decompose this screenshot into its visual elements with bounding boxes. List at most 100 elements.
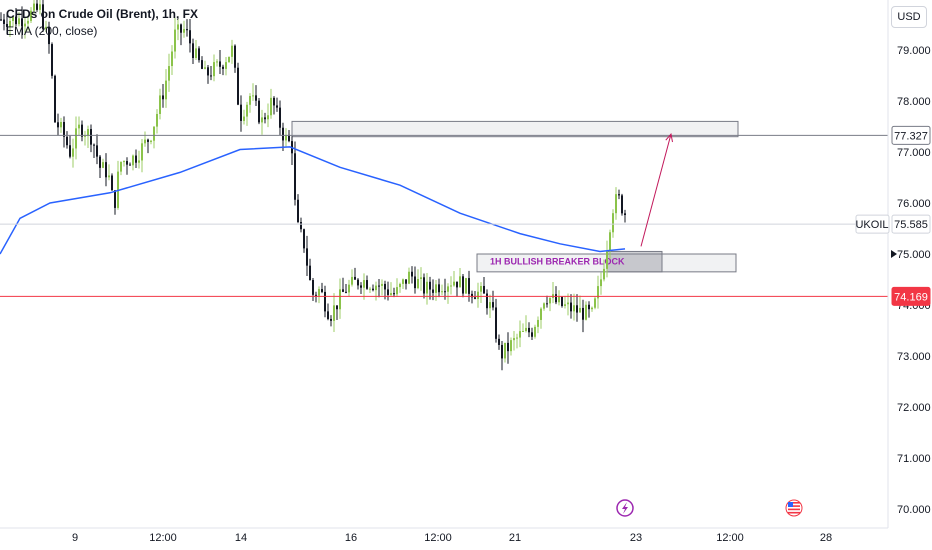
flag-stripe	[788, 505, 800, 507]
candle-body	[36, 3, 38, 10]
candle-body	[93, 144, 95, 146]
candle-body	[543, 303, 545, 309]
y-tick-label: 70.000	[897, 504, 931, 516]
candle-body	[600, 279, 602, 287]
candle-body	[204, 67, 206, 69]
candle-body	[273, 97, 275, 106]
candle-body	[123, 161, 125, 163]
candle-body	[297, 199, 299, 223]
candle-body	[378, 285, 380, 287]
symbol-tag-text[interactable]: UKOIL	[855, 219, 888, 231]
candle-body	[102, 162, 104, 168]
flag-canton	[788, 502, 793, 507]
candle-body	[48, 26, 50, 45]
candle-body	[63, 122, 65, 137]
candle-body	[426, 281, 428, 294]
candle-body	[396, 287, 398, 295]
candle-body	[285, 134, 287, 141]
candle-body	[318, 289, 320, 296]
candle-body	[558, 297, 560, 303]
symbol-title[interactable]: CFDs on Crude Oil (Brent), 1h, FX	[6, 7, 199, 21]
red-level-tag-text[interactable]: 74.169	[894, 291, 928, 303]
candle-body	[522, 330, 524, 332]
x-tick-label: 12:00	[149, 532, 177, 544]
x-tick-label: 14	[235, 532, 247, 544]
candle-body	[594, 298, 596, 308]
upper-level-tag-text[interactable]: 77.327	[894, 130, 928, 142]
candle-body	[579, 307, 581, 313]
candle-body	[111, 175, 113, 191]
candle-body	[216, 61, 218, 63]
candle-body	[312, 280, 314, 295]
candle-body	[258, 100, 260, 123]
candle-body	[171, 51, 173, 67]
candle-body	[417, 278, 419, 289]
indicator-label[interactable]: EMA (200, close)	[6, 24, 98, 38]
candle-body	[381, 283, 383, 286]
candle-body	[108, 175, 110, 178]
candle-body	[402, 279, 404, 284]
candle-body	[267, 115, 269, 120]
x-tick-label: 23	[630, 532, 642, 544]
candle-body	[459, 276, 461, 288]
candle-body	[585, 304, 587, 320]
candle-body	[489, 302, 491, 309]
levels-layer	[0, 134, 888, 297]
candle-body	[96, 145, 98, 157]
candle-body	[531, 332, 533, 337]
candle-body	[570, 302, 572, 312]
candle-body	[18, 18, 20, 25]
candle-body	[177, 24, 179, 30]
candle-body	[228, 56, 230, 63]
candle-body	[351, 276, 353, 285]
red-level-tag-bg	[891, 286, 931, 306]
candle-body	[441, 291, 443, 293]
candle-body	[411, 271, 413, 277]
candle-body	[477, 291, 479, 299]
chart-legend: CFDs on Crude Oil (Brent), 1h, FX EMA (2…	[6, 6, 198, 40]
candle-body	[624, 213, 626, 216]
candle-body	[21, 18, 23, 27]
candle-body	[42, 4, 44, 29]
candle-body	[138, 160, 140, 163]
candle-body	[249, 96, 251, 105]
currency-button[interactable]: USD	[891, 6, 927, 28]
current-price-tag-text[interactable]: 75.585	[894, 219, 928, 231]
candle-body	[567, 302, 569, 305]
x-tick-label: 12:00	[716, 532, 744, 544]
candle-body	[183, 29, 185, 33]
candle-body	[345, 291, 347, 293]
candle-body	[81, 124, 83, 137]
candle-body	[540, 308, 542, 320]
candles-layer	[0, 0, 626, 371]
candle-body	[342, 289, 344, 292]
candle-body	[153, 126, 155, 141]
candle-body	[69, 145, 71, 157]
candle-body	[321, 289, 323, 292]
candle-body	[480, 285, 482, 292]
candle-body	[468, 278, 470, 294]
candle-body	[306, 248, 308, 266]
candle-body	[588, 304, 590, 310]
x-axis[interactable]: 9 12:00 14 16 12:00 21 23 12:00 28	[0, 527, 888, 544]
candle-body	[261, 117, 263, 123]
candle-body	[39, 4, 41, 10]
candle-body	[453, 281, 455, 286]
candle-body	[168, 66, 170, 81]
candle-body	[336, 305, 338, 310]
candle-body	[12, 16, 14, 21]
candle-body	[333, 305, 335, 321]
y-axis[interactable]: 79.00078.00077.00076.00075.00074.00073.0…	[855, 0, 931, 528]
candle-body	[582, 307, 584, 320]
candle-body	[150, 140, 152, 142]
candle-body	[465, 278, 467, 294]
x-tick-label: 16	[345, 532, 357, 544]
candle-body	[432, 289, 434, 293]
candle-body	[15, 16, 17, 25]
candle-body	[54, 75, 56, 123]
candle-body	[186, 29, 188, 31]
y-tick-label: 76.000	[897, 198, 931, 210]
candle-body	[606, 250, 608, 269]
candle-body	[339, 289, 341, 310]
